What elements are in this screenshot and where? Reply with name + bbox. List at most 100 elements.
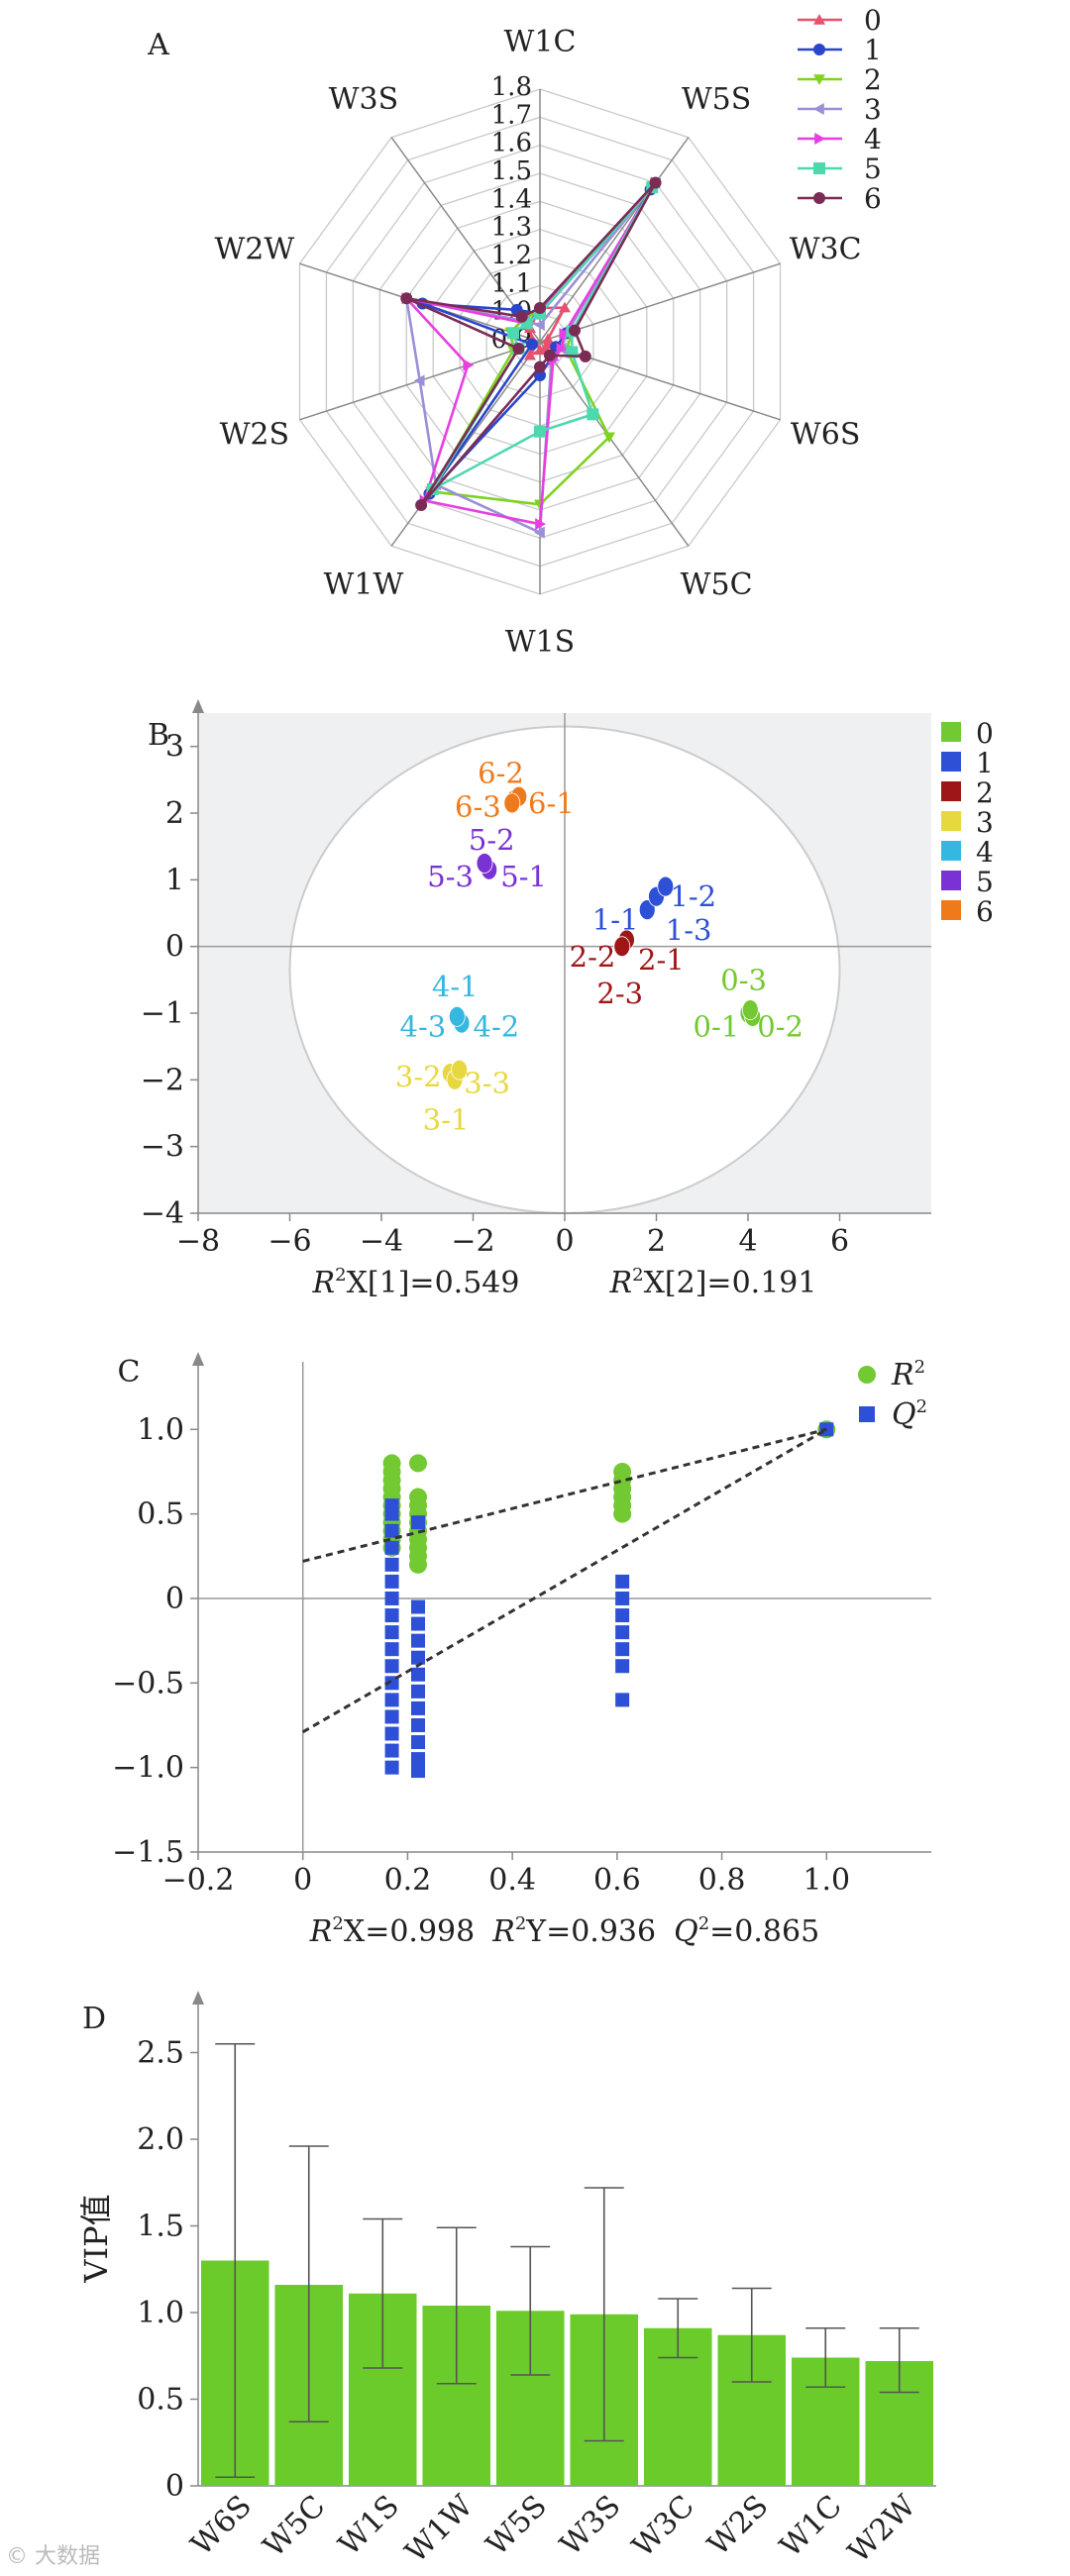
legend-marker-0 xyxy=(813,14,825,25)
radar-axis-label-W6S: W6S xyxy=(791,418,860,453)
radar-point-4 xyxy=(463,359,475,371)
y-axis-arrow xyxy=(192,1352,204,1366)
legend-label-4: 4 xyxy=(976,836,994,869)
radar-point-6 xyxy=(515,310,528,323)
perm-point-Q xyxy=(615,1591,630,1605)
score-label: 3-1 xyxy=(423,1103,470,1137)
legend-swatch-6 xyxy=(941,900,961,920)
y-axis-title: VIP值 xyxy=(77,2194,115,2283)
radar-axis-label-W2S: W2S xyxy=(220,418,289,453)
perm-point-Q xyxy=(384,1642,399,1657)
legend-label-5: 5 xyxy=(976,866,994,898)
score-label: 5-3 xyxy=(427,860,474,893)
panel-d-letter: D xyxy=(82,2002,106,2036)
legend-label-0: 0 xyxy=(976,717,994,750)
legend-label-6: 6 xyxy=(976,895,994,928)
perm-point-Q xyxy=(411,1764,425,1779)
radar-point-3 xyxy=(413,374,425,387)
score-point-4 xyxy=(448,1005,466,1027)
x-tick-label: 0.4 xyxy=(488,1863,536,1898)
radar-axis-label-W1S: W1S xyxy=(505,625,575,660)
radar-point-5 xyxy=(507,327,520,340)
score-label: 5-1 xyxy=(500,860,547,893)
perm-point-R xyxy=(382,1454,401,1473)
perm-point-Q xyxy=(411,1735,425,1750)
radar-point-2 xyxy=(602,432,615,444)
perm-point-Q xyxy=(615,1642,630,1657)
stat-rest: X=0.998 xyxy=(344,1914,475,1949)
sup: 2 xyxy=(698,1913,709,1934)
perm-point-Q xyxy=(384,1625,399,1640)
score-label: 0-1 xyxy=(694,1009,740,1043)
panel-a-radar: A0.91.01.11.21.31.41.51.61.71.8W1CW5SW3C… xyxy=(147,4,882,660)
perm-point-R xyxy=(613,1462,632,1481)
perm-point-Q xyxy=(615,1625,630,1640)
radar-ring-label: 1.1 xyxy=(491,268,532,298)
radar-spoke xyxy=(539,341,690,547)
y-tick-label: 1.0 xyxy=(137,2296,184,2330)
sup: 2 xyxy=(632,1265,643,1286)
perm-point-Q xyxy=(384,1540,399,1555)
legend-marker-R xyxy=(858,1366,876,1384)
score-label: 3-2 xyxy=(395,1060,442,1093)
perm-point-Q xyxy=(384,1726,399,1741)
legend-label-3: 3 xyxy=(976,806,994,839)
panel-b-letter: B xyxy=(148,718,169,753)
radar-axis-label-W3C: W3C xyxy=(790,232,862,266)
radar-axis-label-W1W: W1W xyxy=(324,567,404,602)
legend-swatch-0 xyxy=(941,722,961,742)
regression-line xyxy=(302,1427,827,1563)
score-label: 4-2 xyxy=(474,1009,520,1043)
x-tick-label: −0.2 xyxy=(162,1863,235,1898)
radar-point-1 xyxy=(525,338,538,351)
perm-point-Q xyxy=(615,1608,630,1623)
stat-rest: =0.865 xyxy=(709,1914,819,1949)
score-point-6 xyxy=(503,792,521,814)
perm-point-Q xyxy=(615,1659,630,1674)
legend-swatch-1 xyxy=(941,752,961,772)
score-label: 0-3 xyxy=(720,963,767,996)
x-tick-label: 0 xyxy=(555,1224,574,1259)
radar-axis-label-W2W: W2W xyxy=(214,232,294,266)
x-tick-label-W5C: W5C xyxy=(257,2489,332,2564)
score-label: 4-3 xyxy=(400,1009,447,1043)
perm-point-Q xyxy=(384,1506,399,1521)
y-tick-label: 1.5 xyxy=(137,2210,184,2244)
perm-point-Q xyxy=(384,1659,399,1674)
legend-label-2: 2 xyxy=(976,776,994,809)
score-point-2 xyxy=(613,936,631,958)
y-tick-label: 1.0 xyxy=(137,1412,184,1447)
legend-marker-Q xyxy=(859,1406,875,1422)
legend-swatch-3 xyxy=(941,811,961,831)
legend-label-6: 6 xyxy=(864,182,882,215)
radar-point-0 xyxy=(558,301,571,313)
y-tick-label: −0.5 xyxy=(112,1666,184,1700)
perm-point-Q xyxy=(384,1608,399,1623)
radar-point-6 xyxy=(400,292,413,305)
radar-axis-label-W5C: W5C xyxy=(681,567,753,602)
y-tick-label: −4 xyxy=(141,1196,184,1231)
stat-rest: Y=0.936 xyxy=(525,1914,656,1949)
legend-swatch-5 xyxy=(941,871,961,890)
perm-point-Q xyxy=(384,1693,399,1707)
score-label: 0-2 xyxy=(757,1009,803,1043)
regression-line xyxy=(301,1427,828,1734)
radar-ring-label: 1.7 xyxy=(491,100,532,130)
y-tick-label: 3 xyxy=(165,730,184,765)
legend-label-5: 5 xyxy=(864,153,882,185)
score-point-1 xyxy=(638,899,656,921)
y-tick-label: 1 xyxy=(165,863,184,897)
perm-point-R xyxy=(409,1488,427,1506)
legend-marker-2 xyxy=(813,74,825,85)
score-label: 6-2 xyxy=(478,757,524,790)
y-tick-label: 2 xyxy=(165,796,184,831)
perm-point-Q xyxy=(384,1760,399,1775)
legend-label-3: 3 xyxy=(864,93,882,126)
legend-swatch-4 xyxy=(941,841,961,861)
y-tick-label: 0.5 xyxy=(137,1497,184,1532)
label-rest: X[2]=0.191 xyxy=(644,1266,817,1300)
radar-point-5 xyxy=(587,408,599,421)
